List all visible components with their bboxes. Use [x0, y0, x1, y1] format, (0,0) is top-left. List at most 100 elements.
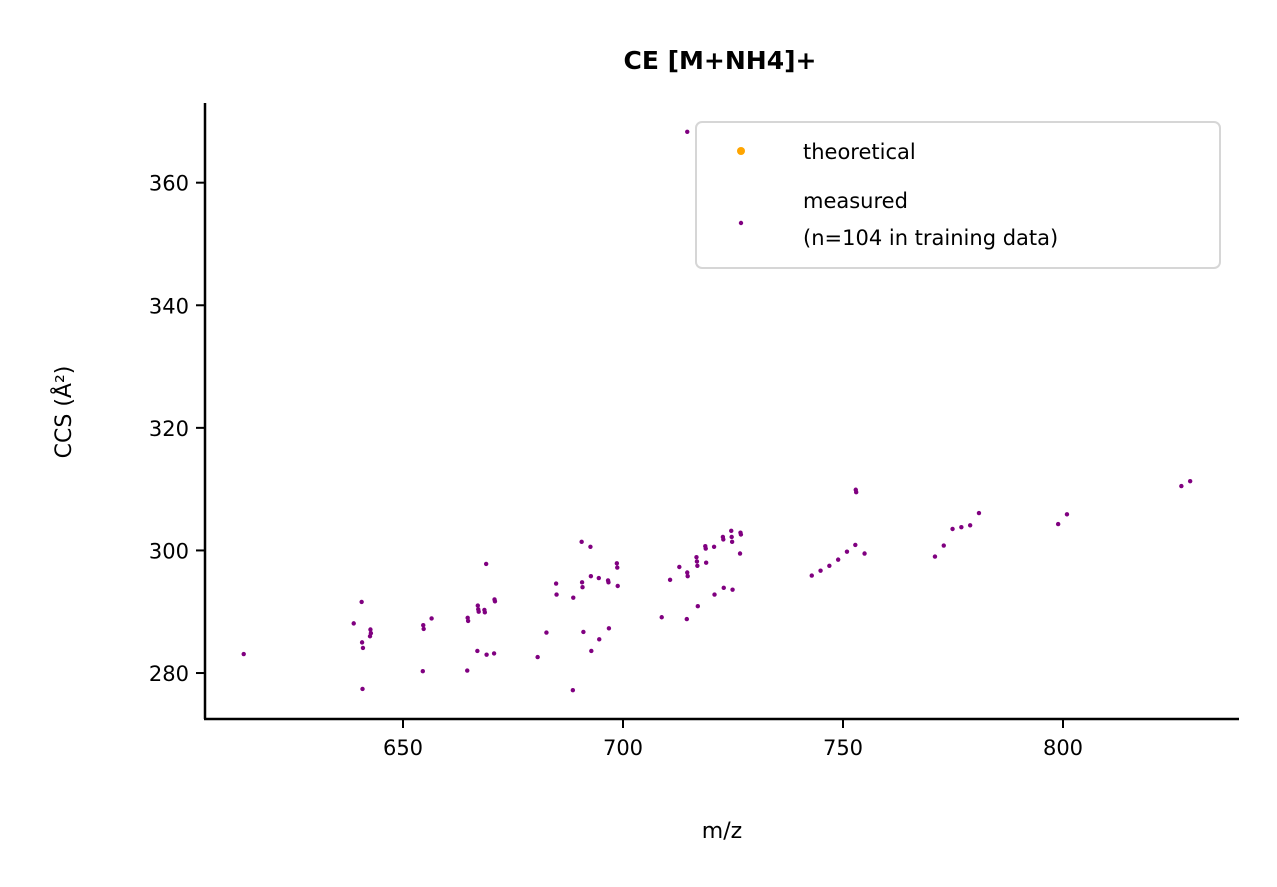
data-point-measured: [421, 626, 426, 632]
data-point-measured: [1064, 512, 1070, 517]
data-point-measured: [721, 537, 726, 542]
data-point-measured: [484, 652, 489, 657]
data-point-measured: [535, 654, 540, 660]
legend-label-measured-note: (n=104 in training data): [803, 226, 1058, 250]
data-point-measured: [606, 580, 611, 585]
data-point-measured: [729, 539, 735, 545]
data-point-measured: [360, 645, 366, 651]
data-point-measured: [967, 523, 973, 528]
x-tick-label: 700: [603, 736, 643, 760]
data-point-measured: [677, 564, 682, 570]
legend-marker-theoretical: [737, 147, 745, 155]
data-point-measured: [827, 563, 832, 568]
data-point-measured: [465, 668, 470, 673]
data-point-measured: [367, 634, 373, 639]
data-point-measured: [351, 621, 356, 626]
data-point-measured: [703, 560, 709, 565]
data-point-measured: [712, 592, 717, 597]
data-point-measured: [809, 573, 814, 578]
data-point-measured: [818, 568, 823, 573]
data-point-measured: [729, 528, 734, 534]
x-ticks: 650 700 750 800: [383, 719, 1083, 760]
data-point-measured: [597, 637, 602, 642]
data-point-measured: [553, 581, 559, 586]
data-point-measured: [491, 651, 497, 656]
data-point-measured: [615, 565, 620, 570]
data-point-measured: [667, 577, 673, 583]
data-point-measured: [703, 546, 708, 551]
data-point-measured: [738, 532, 744, 537]
x-tick-label: 800: [1043, 736, 1083, 760]
y-tick-label: 360: [149, 172, 189, 196]
data-point-measured: [941, 543, 946, 548]
y-axis-label: CCS (Å²): [50, 366, 77, 459]
data-point-measured: [579, 580, 585, 585]
legend-label-measured: measured: [803, 189, 908, 213]
data-point-measured: [476, 609, 481, 614]
data-point-measured: [854, 490, 859, 495]
data-point-measured: [1055, 521, 1061, 527]
data-point-measured: [1187, 478, 1193, 484]
data-point-measured: [475, 648, 480, 654]
data-point-measured: [420, 668, 425, 674]
data-point-measured: [685, 570, 690, 575]
data-point-measured: [976, 510, 982, 516]
data-point-measured: [685, 573, 690, 579]
data-point-measured: [959, 524, 964, 530]
data-point-measured: [596, 575, 601, 581]
data-point-measured: [581, 629, 586, 635]
y-tick-label: 320: [149, 417, 189, 441]
data-point-measured: [579, 539, 584, 545]
data-point-measured: [589, 648, 594, 654]
data-point-measured: [684, 616, 689, 622]
data-point-measured: [465, 618, 471, 624]
y-ticks: 280 300 320 340 360: [149, 172, 205, 686]
data-point-measured: [659, 615, 664, 620]
data-point-measured: [1179, 483, 1184, 489]
data-point-measured: [615, 583, 620, 589]
data-point-measured: [950, 526, 955, 532]
data-point-measured: [429, 616, 434, 621]
data-point-measured: [695, 604, 700, 609]
legend-box: [695, 121, 1221, 269]
data-point-measured: [580, 585, 585, 590]
data-point-measured: [483, 561, 489, 567]
y-tick-label: 280: [149, 662, 189, 686]
data-point-measured: [862, 551, 867, 556]
y-tick-label: 340: [149, 294, 189, 318]
data-point-measured: [721, 585, 726, 591]
y-tick-label: 300: [149, 539, 189, 563]
data-point-measured: [844, 549, 850, 554]
data-point-measured: [544, 630, 549, 635]
legend-label-theoretical: theoretical: [803, 140, 916, 164]
data-point-measured: [932, 554, 938, 559]
data-point-measured: [554, 592, 559, 597]
legend: theoretical measured (n=104 in training …: [695, 121, 1221, 269]
data-point-measured: [360, 686, 365, 692]
data-point-measured: [853, 542, 858, 548]
chart-title: CE [M+NH4]+: [624, 46, 817, 75]
data-point-measured: [685, 129, 690, 135]
data-point-measured: [835, 557, 841, 562]
data-point-measured: [614, 561, 620, 566]
x-tick-label: 750: [823, 736, 863, 760]
data-point-measured: [730, 587, 735, 592]
data-point-measured: [359, 640, 365, 645]
data-point-measured: [475, 603, 480, 608]
data-point-measured: [737, 551, 743, 556]
legend-marker-measured: [738, 220, 744, 226]
data-point-measured: [606, 626, 612, 631]
data-point-measured: [570, 687, 576, 693]
x-tick-label: 650: [383, 736, 423, 760]
data-point-measured: [729, 534, 734, 540]
plot-area: [241, 129, 1193, 693]
x-axis-label: m/z: [702, 819, 742, 844]
data-point-measured: [492, 599, 498, 604]
data-point-measured: [588, 573, 594, 579]
data-point-measured: [571, 595, 576, 600]
data-point-measured: [368, 627, 373, 632]
data-point-measured: [359, 599, 364, 605]
data-point-measured: [694, 559, 700, 564]
data-point-measured: [241, 651, 246, 657]
